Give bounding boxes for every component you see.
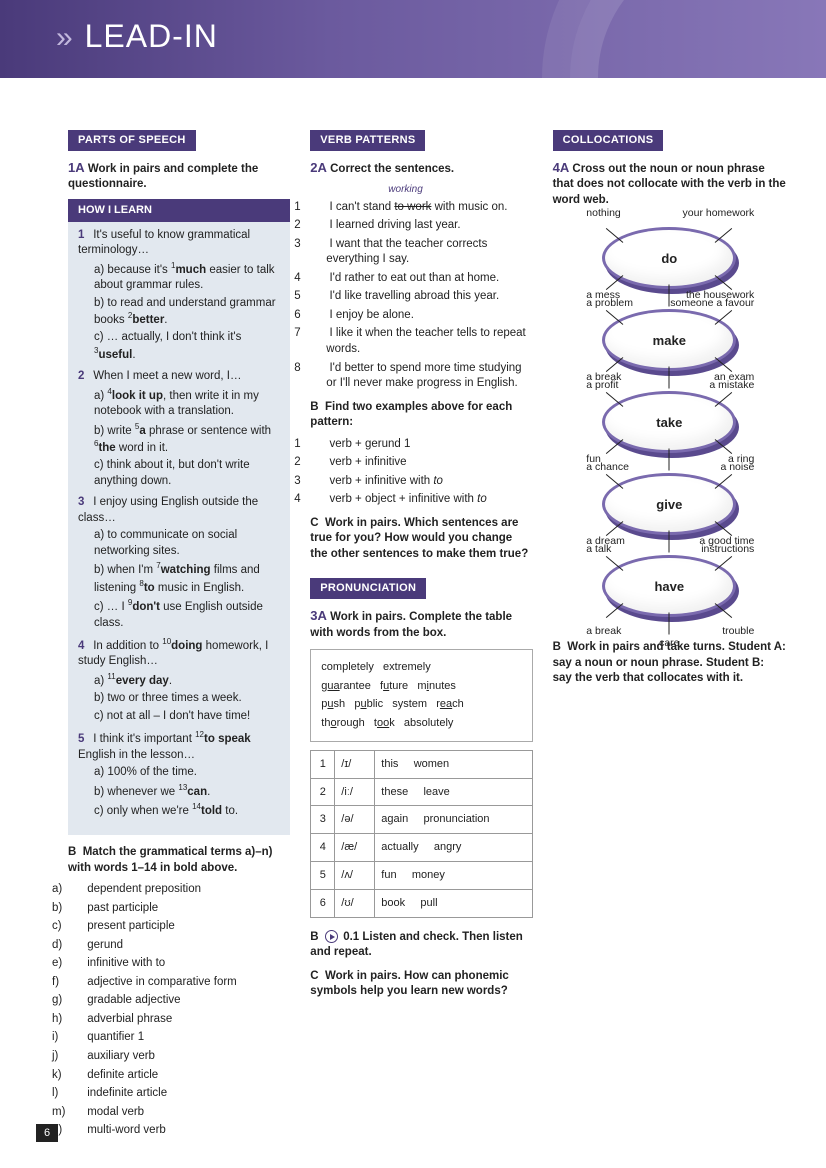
page-number: 6 (36, 1124, 58, 1142)
term-item: h) adverbial phrase (68, 1012, 290, 1028)
section-parts-of-speech: PARTS OF SPEECH (68, 130, 196, 151)
column-1: PARTS OF SPEECH 1A Work in pairs and com… (68, 130, 290, 1128)
task-3c: C Work in pairs. How can phonemic symbol… (310, 969, 532, 1000)
term-item: b) past participle (68, 901, 290, 917)
page-title: » LEAD-IN (56, 18, 218, 55)
collocation-label: an exam (714, 370, 754, 384)
pattern-item: 1 verb + gerund 1 (310, 437, 532, 453)
terms-list: a) dependent preposition b) past particip… (68, 882, 290, 1138)
table-row: 2/iː/these leave (311, 778, 532, 806)
collocation-label: fun (586, 452, 601, 466)
term-item: f) adjective in comparative form (68, 975, 290, 991)
collocation-label: your homework (683, 206, 755, 220)
task-2a: 2A Correct the sentences. (310, 159, 532, 178)
verb-ellipse: make (605, 312, 733, 368)
table-row: 1/ɪ/this women (311, 750, 532, 778)
term-item: i) quantifier 1 (68, 1030, 290, 1046)
sentence-item: 2 I learned driving last year. (310, 218, 532, 234)
term-item: j) auxiliary verb (68, 1049, 290, 1065)
task-1a: 1A Work in pairs and complete the questi… (68, 159, 290, 193)
how-i-learn-box: 1 It's useful to know grammatical termin… (68, 222, 290, 836)
sentence-item: 6 I enjoy be alone. (310, 308, 532, 324)
verb-web-have: havea dreama good timea breakcaretrouble (594, 558, 744, 614)
pattern-item: 3 verb + infinitive with to (310, 474, 532, 490)
column-3: COLLOCATIONS 4A Cross out the noun or no… (553, 130, 786, 1128)
verb-web-take: takea breakan exama chanceyour timea noi… (594, 394, 744, 450)
section-collocations: COLLOCATIONS (553, 130, 664, 151)
content: PARTS OF SPEECH 1A Work in pairs and com… (68, 130, 786, 1128)
term-item: m) modal verb (68, 1105, 290, 1121)
verb-webs: donothingyour homeworka problemyour best… (553, 230, 786, 614)
task-4a: 4A Cross out the noun or noun phrase tha… (553, 159, 786, 209)
verb-ellipse: do (605, 230, 733, 286)
task-3a: 3A Work in pairs. Complete the table wit… (310, 607, 532, 641)
collocation-label: a mess (586, 288, 620, 302)
verb-ellipse: have (605, 558, 733, 614)
term-item: e) infinitive with to (68, 956, 290, 972)
pattern-list: 1 verb + gerund 1 2 verb + infinitive 3 ve… (310, 437, 532, 508)
verb-web-give: givefuna ringa talkdirectionsinstruction… (594, 476, 744, 532)
verb-web-do: donothingyour homeworka problemyour best… (594, 230, 744, 286)
title-text: LEAD-IN (85, 18, 218, 54)
task-1b: B Match the grammatical terms a)–n) with… (68, 845, 290, 876)
pattern-item: 4 verb + object + infinitive with to (310, 492, 532, 508)
annotation-working: working (310, 183, 532, 197)
term-item: n) multi-word verb (68, 1123, 290, 1139)
collocation-label: a ring (728, 452, 754, 466)
term-item: d) gerund (68, 938, 290, 954)
term-item: g) gradable adjective (68, 993, 290, 1009)
term-item: a) dependent preposition (68, 882, 290, 898)
collocation-label: trouble (722, 624, 754, 638)
header-band: » LEAD-IN (0, 0, 826, 78)
phonemic-table: 1/ɪ/this women2/iː/these leave3/ə/again … (310, 750, 532, 918)
collocation-label: a dream (586, 534, 625, 548)
play-icon[interactable] (325, 930, 338, 943)
collocation-label: a good time (699, 534, 754, 548)
word-box: completely extremely guarantee future mi… (310, 649, 532, 742)
section-pronunciation: PRONUNCIATION (310, 578, 426, 599)
task-2b: B Find two examples above for each patte… (310, 400, 532, 431)
how-i-learn-header: HOW I LEARN (68, 199, 290, 222)
table-row: 4/æ/actually angry (311, 834, 532, 862)
verb-ellipse: take (605, 394, 733, 450)
table-row: 6/ʊ/book pull (311, 890, 532, 918)
term-item: l) indefinite article (68, 1086, 290, 1102)
chevron-icon: » (56, 21, 67, 54)
sentence-item: 4 I'd rather to eat out than at home. (310, 271, 532, 287)
task-2c: C Work in pairs. Which sentences are tru… (310, 516, 532, 563)
sentence-item: 5 I'd like travelling abroad this year. (310, 289, 532, 305)
verb-web-make: makea messthe houseworka profita choicea… (594, 312, 744, 368)
term-item: k) definite article (68, 1068, 290, 1084)
term-item: c) present participle (68, 919, 290, 935)
sentence-item: 3 I want that the teacher corrects every… (310, 237, 532, 268)
collocation-label: the housework (686, 288, 754, 302)
table-row: 3/ə/again pronunciation (311, 806, 532, 834)
section-verb-patterns: VERB PATTERNS (310, 130, 425, 151)
collocation-label: a break (586, 370, 621, 384)
sentence-list: 2 I learned driving last year. 3 I want t… (310, 218, 532, 391)
sentence-item: 8 I'd better to spend more time studying… (310, 361, 532, 392)
task-3b: B 0.1 Listen and check. Then listen and … (310, 930, 532, 961)
table-row: 5/ʌ/fun money (311, 862, 532, 890)
page: » LEAD-IN PARTS OF SPEECH 1A Work in pai… (0, 0, 826, 1168)
sentence-item: 7 I like it when the teacher tells to re… (310, 326, 532, 357)
column-2: VERB PATTERNS 2A Correct the sentences. … (310, 130, 532, 1128)
pattern-item: 2 verb + infinitive (310, 455, 532, 471)
verb-ellipse: give (605, 476, 733, 532)
collocation-label: nothing (586, 206, 620, 220)
